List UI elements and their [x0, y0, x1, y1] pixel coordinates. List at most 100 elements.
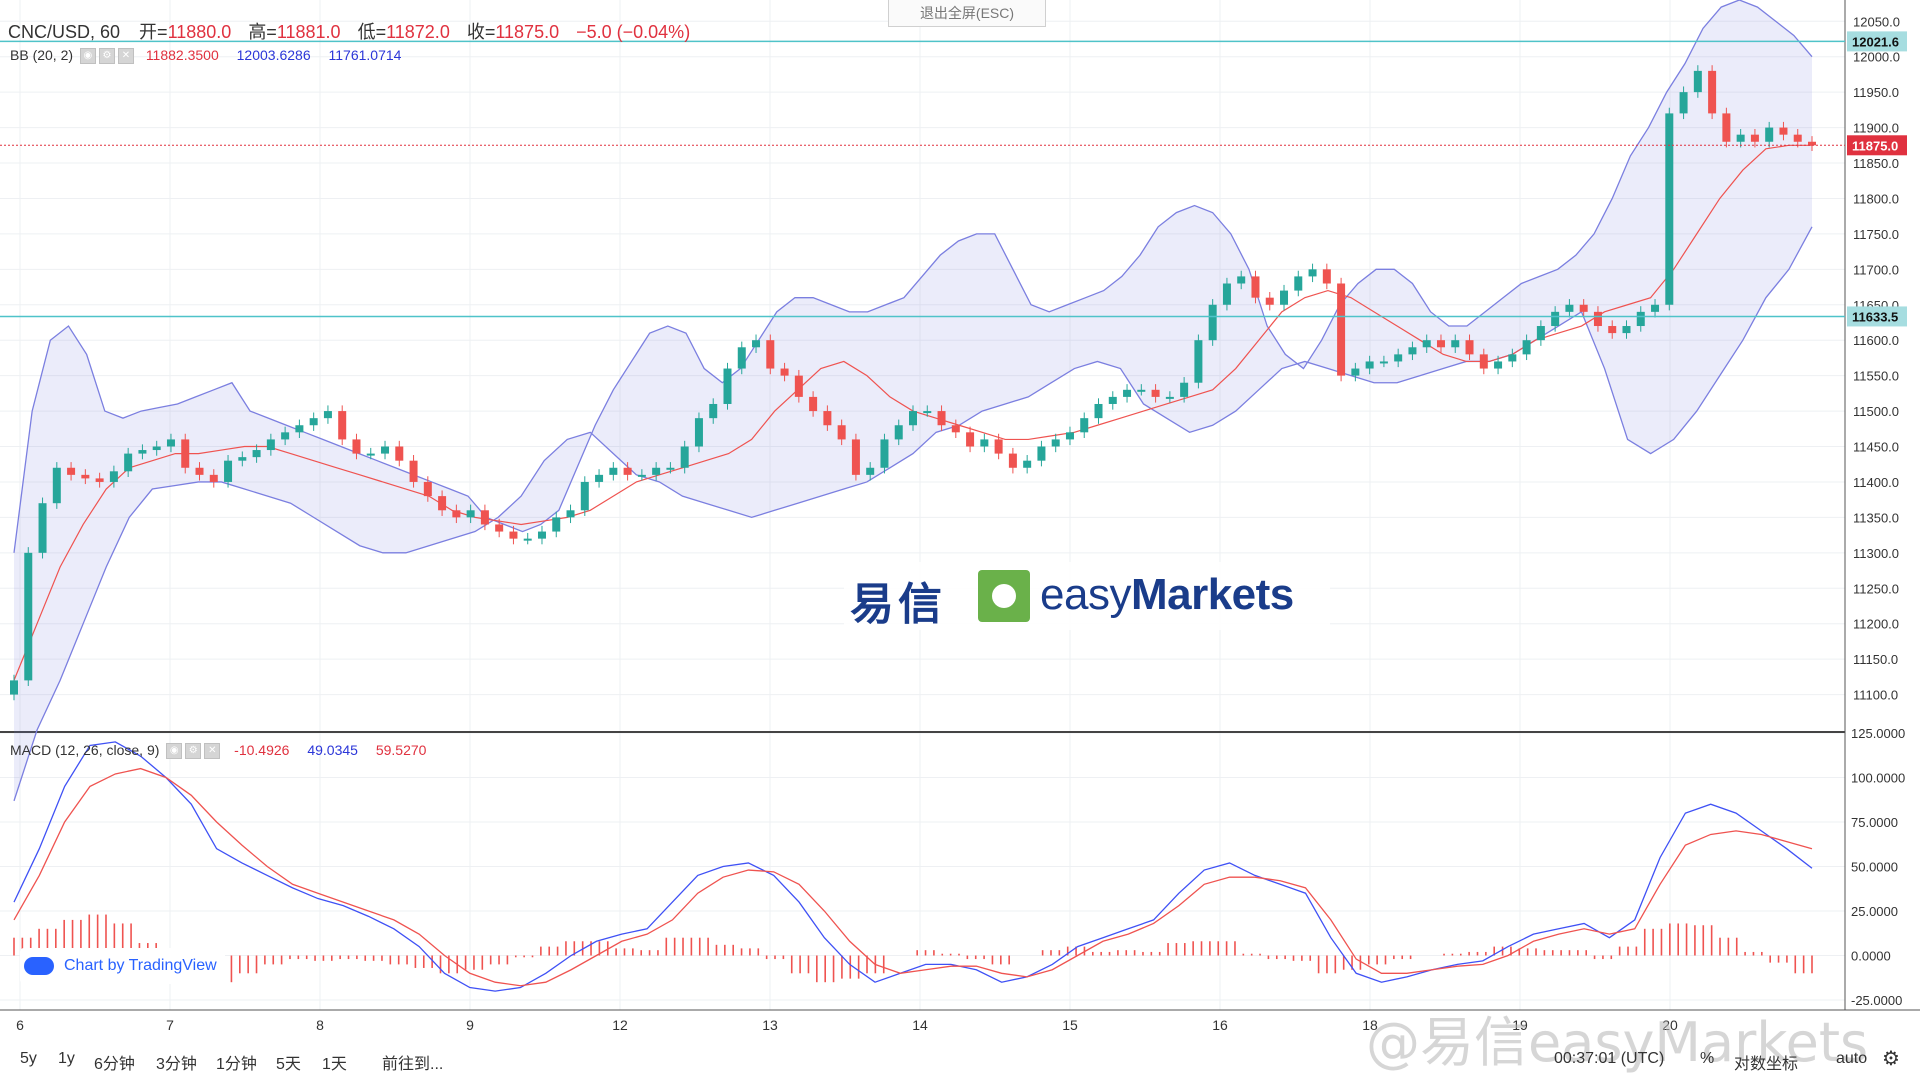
y-tick-label: 100.0000: [1851, 771, 1905, 786]
candle-body: [1579, 304, 1588, 312]
candle-body: [1165, 396, 1174, 399]
gear-icon[interactable]: ⚙: [1882, 1048, 1900, 1070]
percent-toggle[interactable]: %: [1700, 1050, 1715, 1067]
candle-body: [10, 680, 18, 695]
candle-body: [24, 552, 33, 681]
range-1y[interactable]: 1y: [58, 1050, 75, 1067]
candle-body: [1665, 113, 1674, 305]
x-tick-label: 16: [1212, 1017, 1228, 1033]
candle-body: [966, 432, 975, 447]
candle-body: [1194, 340, 1203, 383]
candle-body: [1094, 403, 1103, 419]
price-tag-bg: [1847, 31, 1907, 52]
x-tick-label: 6: [16, 1017, 24, 1033]
candle-body: [851, 439, 860, 475]
candle-body: [1750, 134, 1759, 142]
candle-body: [95, 478, 104, 482]
range-3min[interactable]: 3分钟: [156, 1056, 197, 1073]
range-6min[interactable]: 6分钟: [94, 1056, 135, 1073]
candle-body: [124, 453, 133, 472]
candle-body: [823, 411, 832, 426]
candle-body: [67, 467, 76, 475]
candle-body: [138, 450, 147, 454]
candle-body: [794, 375, 803, 397]
clock-readout: 00:37:01 (UTC): [1554, 1050, 1665, 1067]
bb-upper-line: [13, 0, 1813, 553]
close-icon[interactable]: ✕: [204, 743, 221, 760]
macd-label[interactable]: MACD (12, 26, close, 9): [10, 742, 160, 758]
candle-body: [866, 467, 875, 475]
candle-body: [1180, 382, 1189, 397]
candle-body: [52, 467, 61, 504]
y-tick-label: 11550.0: [1853, 369, 1899, 384]
y-tick-label: 11150.0: [1853, 652, 1898, 667]
candle-body: [1808, 141, 1816, 146]
candle-body: [951, 425, 960, 433]
candle-body: [1237, 276, 1246, 284]
range-5d[interactable]: 5天: [276, 1056, 301, 1073]
low-value: 11872.0: [386, 22, 450, 42]
range-5y[interactable]: 5y: [20, 1050, 37, 1067]
price-tag-label: 12021.6: [1852, 34, 1899, 49]
brand-en-light: easy: [1040, 570, 1131, 619]
x-tick-label: 18: [1362, 1017, 1378, 1033]
x-tick-label: 12: [612, 1017, 628, 1033]
candle-body: [1222, 283, 1231, 305]
auto-scale-toggle[interactable]: auto: [1836, 1050, 1868, 1067]
candle-body: [1208, 304, 1217, 341]
candle-body: [1651, 304, 1660, 312]
candle-body: [452, 510, 461, 518]
y-tick-label: 11500.0: [1853, 404, 1899, 419]
candle-body: [937, 411, 946, 426]
y-tick-label: 50.0000: [1851, 860, 1898, 875]
candle-body: [680, 446, 689, 468]
candle-body: [652, 467, 661, 475]
candle-body: [1636, 311, 1645, 327]
y-tick-label: 11800.0: [1853, 191, 1899, 206]
candle-body: [352, 439, 361, 454]
exit-fullscreen-button[interactable]: 退出全屏(ESC): [888, 0, 1046, 27]
y-tick-label: 11900.0: [1853, 121, 1899, 136]
bottom-toolbar: 5y 1y 6分钟 3分钟 1分钟 5天 1天 前往到... 00:37:01 …: [0, 1038, 1920, 1080]
candle-body: [994, 439, 1003, 454]
x-tick-label: 13: [762, 1017, 778, 1033]
log-scale-toggle[interactable]: 对数坐标: [1734, 1056, 1799, 1073]
range-1min[interactable]: 1分钟: [216, 1056, 257, 1073]
close-icon[interactable]: ✕: [117, 48, 134, 65]
eye-icon[interactable]: ◉: [79, 48, 96, 65]
tradingview-credit[interactable]: Chart by TradingView: [20, 948, 225, 984]
candle-body: [466, 510, 475, 518]
candle-body: [238, 457, 247, 461]
bb-legend: BB (20, 2) ◉ ⚙ ✕ 11882.3500 12003.6286 117…: [10, 47, 401, 65]
candle-body: [1522, 340, 1531, 355]
candle-body: [1322, 269, 1331, 284]
candle-body: [623, 467, 632, 475]
candle-body: [1422, 340, 1431, 348]
candle-body: [595, 474, 604, 482]
candle-body: [1765, 127, 1774, 142]
y-tick-label: 11950.0: [1853, 85, 1899, 100]
open-value: 11880.0: [167, 22, 232, 42]
candle-body: [409, 460, 418, 482]
y-tick-label: 11100.0: [1853, 688, 1898, 703]
x-tick-label: 19: [1512, 1017, 1528, 1033]
x-tick-label: 15: [1062, 1017, 1078, 1033]
candle-body: [552, 517, 561, 532]
goto-date-button[interactable]: 前往到...: [382, 1056, 444, 1073]
candle-body: [637, 474, 646, 477]
candle-body: [1123, 389, 1132, 397]
y-tick-label: 11850.0: [1853, 156, 1899, 171]
candle-body: [1465, 340, 1474, 355]
bb-label[interactable]: BB (20, 2): [10, 47, 74, 63]
candle-body: [1622, 326, 1631, 334]
range-1d[interactable]: 1天: [322, 1056, 347, 1073]
gear-icon[interactable]: ⚙: [185, 743, 202, 760]
candle-body: [1408, 347, 1417, 355]
y-tick-label: 11700.0: [1853, 262, 1899, 277]
eye-icon[interactable]: ◉: [166, 743, 183, 760]
x-tick-label: 14: [912, 1017, 928, 1033]
candle-body: [1494, 361, 1503, 369]
gear-icon[interactable]: ⚙: [98, 48, 115, 65]
weibo-watermark: @易信easyMarkets: [1366, 1011, 1869, 1074]
